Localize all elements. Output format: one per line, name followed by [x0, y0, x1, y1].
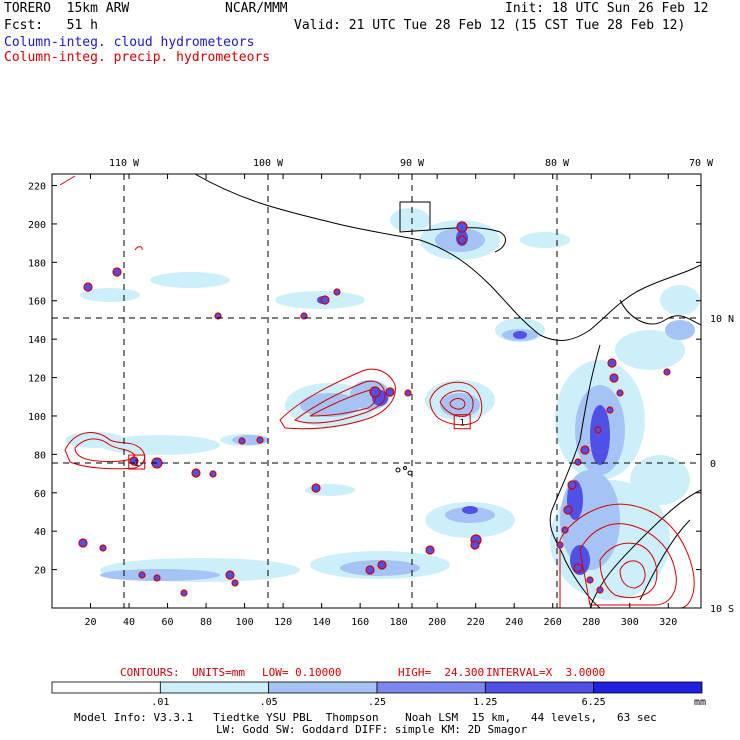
left-tick-label: 120 [28, 374, 46, 385]
latitude-label: 10 N [710, 314, 734, 325]
forecast-hour: Fcst: 51 h [4, 18, 98, 33]
colorbar-swatch [159, 681, 270, 694]
precip-cells [78, 221, 671, 597]
left-tick-label: 180 [28, 258, 46, 269]
longitude-label: 110 W [109, 158, 140, 169]
bottom-tick-label: 280 [582, 617, 600, 628]
longitude-labels: 110 W 100 W 90 W 80 W 70 W [109, 158, 714, 169]
left-tick-label: 20 [34, 566, 46, 577]
left-tick-label: 160 [28, 297, 46, 308]
graticule [52, 174, 701, 608]
colorbar-label: .25 [368, 697, 386, 708]
axis-ticks [52, 174, 701, 608]
colorbar-label: 1.25 [473, 697, 497, 708]
longitude-label: 70 W [689, 158, 714, 169]
colorbar-swatch [593, 681, 703, 694]
bottom-tick-label: 20 [84, 617, 96, 628]
bottom-tick-label: 240 [505, 617, 523, 628]
init-time: Init: 18 UTC Sun 26 Feb 12 [505, 1, 709, 16]
precip-field-title: Column-integ. precip. hydrometeors [4, 50, 271, 65]
left-tick-label: 80 [34, 450, 46, 461]
colorbar-swatch [51, 681, 161, 694]
left-tick-label: 200 [28, 220, 46, 231]
high-marker-box [128, 454, 146, 470]
model-name: TORERO 15km ARW [4, 1, 130, 16]
left-tick-label: 100 [28, 412, 46, 423]
bottom-tick-label: 260 [544, 617, 562, 628]
latitude-label: 0 [710, 459, 716, 470]
colorbar-swatch [376, 681, 486, 694]
contour-high: HIGH= 24.300 [398, 666, 485, 679]
cloud-field-title: Column-integ. cloud hydrometeors [4, 35, 255, 50]
contour-interval: INTERVAL=X 3.0000 [486, 666, 606, 679]
colorbar-label: 6.25 [582, 697, 606, 708]
colorbar-swatch [268, 681, 378, 694]
bottom-tick-label: 220 [467, 617, 485, 628]
high-marker-label: 1 [134, 459, 139, 469]
longitude-label: 80 W [545, 158, 570, 169]
contour-label: CONTOURS: [120, 666, 180, 679]
bottom-tick-label: 160 [351, 617, 369, 628]
bottom-tick-label: 180 [390, 617, 408, 628]
left-tick-label: 140 [28, 335, 46, 346]
left-tick-label: 40 [34, 527, 46, 538]
contour-low: LOW= 0.10000 [262, 666, 342, 679]
latitude-labels: 10 N 0 10 S [710, 314, 734, 615]
model-info: Model Info: V3.3.1 Tiedtke YSU PBL Thomp… [74, 711, 657, 724]
plot-frame [51, 173, 702, 609]
longitude-label: 100 W [253, 158, 284, 169]
bottom-tick-label: 320 [659, 617, 677, 628]
bottom-tick-label: 120 [274, 617, 292, 628]
contour-units: UNITS=mm [192, 666, 245, 679]
left-axis-labels: 20 40 60 80 100 120 140 160 180 200 220 [28, 182, 46, 577]
colorbar-label: .01 [151, 697, 169, 708]
colorbar-units: mm [694, 697, 706, 708]
institution: NCAR/MMM [225, 1, 288, 16]
colorbar-label: .05 [260, 697, 278, 708]
valid-time: Valid: 21 UTC Tue 28 Feb 12 (15 CST Tue … [294, 18, 686, 33]
bottom-tick-label: 140 [313, 617, 331, 628]
latitude-label: 10 S [710, 604, 734, 615]
colorbar-swatch [484, 681, 595, 694]
bottom-tick-label: 100 [236, 617, 254, 628]
bottom-tick-label: 200 [428, 617, 446, 628]
longitude-label: 90 W [400, 158, 425, 169]
coastlines [194, 174, 701, 608]
bottom-axis-labels: 20 40 60 80 100 120 140 160 180 200 220 240 260 280 30… [84, 617, 677, 628]
precip-contours [59, 175, 695, 608]
bottom-tick-label: 300 [621, 617, 639, 628]
bottom-tick-label: 80 [200, 617, 212, 628]
left-tick-label: 60 [34, 489, 46, 500]
high-markers: 11 [128, 414, 471, 470]
left-tick-label: 220 [28, 182, 46, 193]
physics-info: LW: Godd SW: Goddard DIFF: simple KM: 2D… [216, 723, 528, 736]
colorbar: .01 .05 .25 1.25 6.25 mm [51, 681, 706, 708]
high-marker-label: 1 [459, 419, 464, 429]
bottom-tick-label: 60 [162, 617, 174, 628]
cloud-shading-high [317, 230, 610, 575]
high-marker-box [453, 414, 471, 430]
bottom-tick-label: 40 [123, 617, 135, 628]
